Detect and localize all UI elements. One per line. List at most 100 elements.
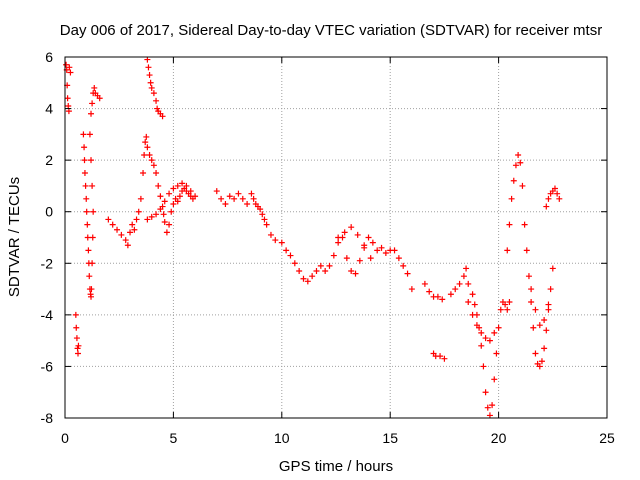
data-point [105, 216, 112, 223]
data-point [250, 195, 257, 202]
data-point [65, 108, 72, 115]
data-point [141, 151, 148, 158]
data-point [150, 162, 157, 169]
data-point [133, 216, 140, 223]
data-point [437, 353, 444, 360]
data-point [317, 262, 324, 269]
data-point [82, 182, 89, 189]
data-point [493, 350, 500, 357]
data-point [244, 200, 251, 207]
data-point [144, 56, 151, 63]
data-point [456, 280, 463, 287]
data-point [222, 200, 229, 207]
data-point [118, 231, 125, 238]
data-point [153, 170, 160, 177]
data-point [515, 151, 522, 158]
data-point [512, 162, 519, 169]
data-point [127, 229, 134, 236]
data-point [88, 293, 95, 300]
data-point [447, 291, 454, 298]
y-tick-label: 2 [45, 152, 53, 168]
data-point [484, 404, 491, 411]
data-point [395, 255, 402, 262]
data-point [296, 268, 303, 275]
data-point [532, 306, 539, 313]
data-point [547, 286, 554, 293]
data-point [365, 234, 372, 241]
data-point [88, 286, 95, 293]
data-point [75, 342, 82, 349]
data-point [497, 306, 504, 313]
data-point [460, 273, 467, 280]
data-point [148, 157, 155, 164]
data-point [391, 247, 398, 254]
data-point [543, 203, 550, 210]
data-point [478, 329, 485, 336]
data-point [335, 234, 342, 241]
data-point [545, 301, 552, 308]
data-point [465, 280, 472, 287]
data-point [530, 324, 537, 331]
data-point [463, 265, 470, 272]
data-point [278, 239, 285, 246]
data-point [75, 350, 82, 357]
data-point [135, 208, 142, 215]
y-tick-label: -2 [41, 255, 54, 271]
data-point [213, 188, 220, 195]
data-point [495, 324, 502, 331]
data-point [322, 268, 329, 275]
data-point [304, 278, 311, 285]
data-point [86, 273, 93, 280]
data-point [434, 293, 441, 300]
data-point [218, 195, 225, 202]
data-point [439, 296, 446, 303]
data-point [378, 244, 385, 251]
data-point [147, 79, 154, 86]
data-point [482, 335, 489, 342]
data-point [523, 247, 530, 254]
data-point [86, 131, 93, 138]
data-point [482, 389, 489, 396]
data-point [541, 345, 548, 352]
data-point [239, 195, 246, 202]
data-point [248, 190, 255, 197]
data-point [335, 239, 342, 246]
data-point [521, 221, 528, 228]
data-point [73, 324, 80, 331]
data-point [367, 255, 374, 262]
plot-area-frame [64, 56, 608, 419]
data-point [267, 231, 274, 238]
data-point [486, 337, 493, 344]
data-series-sdtvar [63, 56, 563, 419]
data-point [551, 185, 558, 192]
x-tick-label: 10 [274, 430, 290, 446]
data-point [159, 113, 166, 120]
data-point [114, 226, 121, 233]
data-point [63, 61, 70, 68]
data-point [153, 97, 160, 104]
data-point [263, 221, 270, 228]
data-point [506, 221, 513, 228]
data-point [369, 239, 376, 246]
y-tick-label: -4 [41, 307, 54, 323]
data-point [506, 298, 513, 305]
data-point [148, 213, 155, 220]
data-point [354, 231, 361, 238]
data-point [519, 182, 526, 189]
data-point [81, 170, 88, 177]
y-tick-label: 6 [45, 49, 53, 65]
x-tick-label: 15 [382, 430, 398, 446]
data-point [382, 249, 389, 256]
data-point [89, 260, 96, 267]
data-point [146, 151, 153, 158]
data-point [478, 342, 485, 349]
data-point [155, 182, 162, 189]
data-point [235, 190, 242, 197]
data-point [81, 157, 88, 164]
data-point [504, 306, 511, 313]
data-point [480, 363, 487, 370]
x-tick-label: 25 [599, 430, 615, 446]
data-point [491, 329, 498, 336]
y-axis-label: SDTVAR / TECUs [6, 177, 23, 297]
